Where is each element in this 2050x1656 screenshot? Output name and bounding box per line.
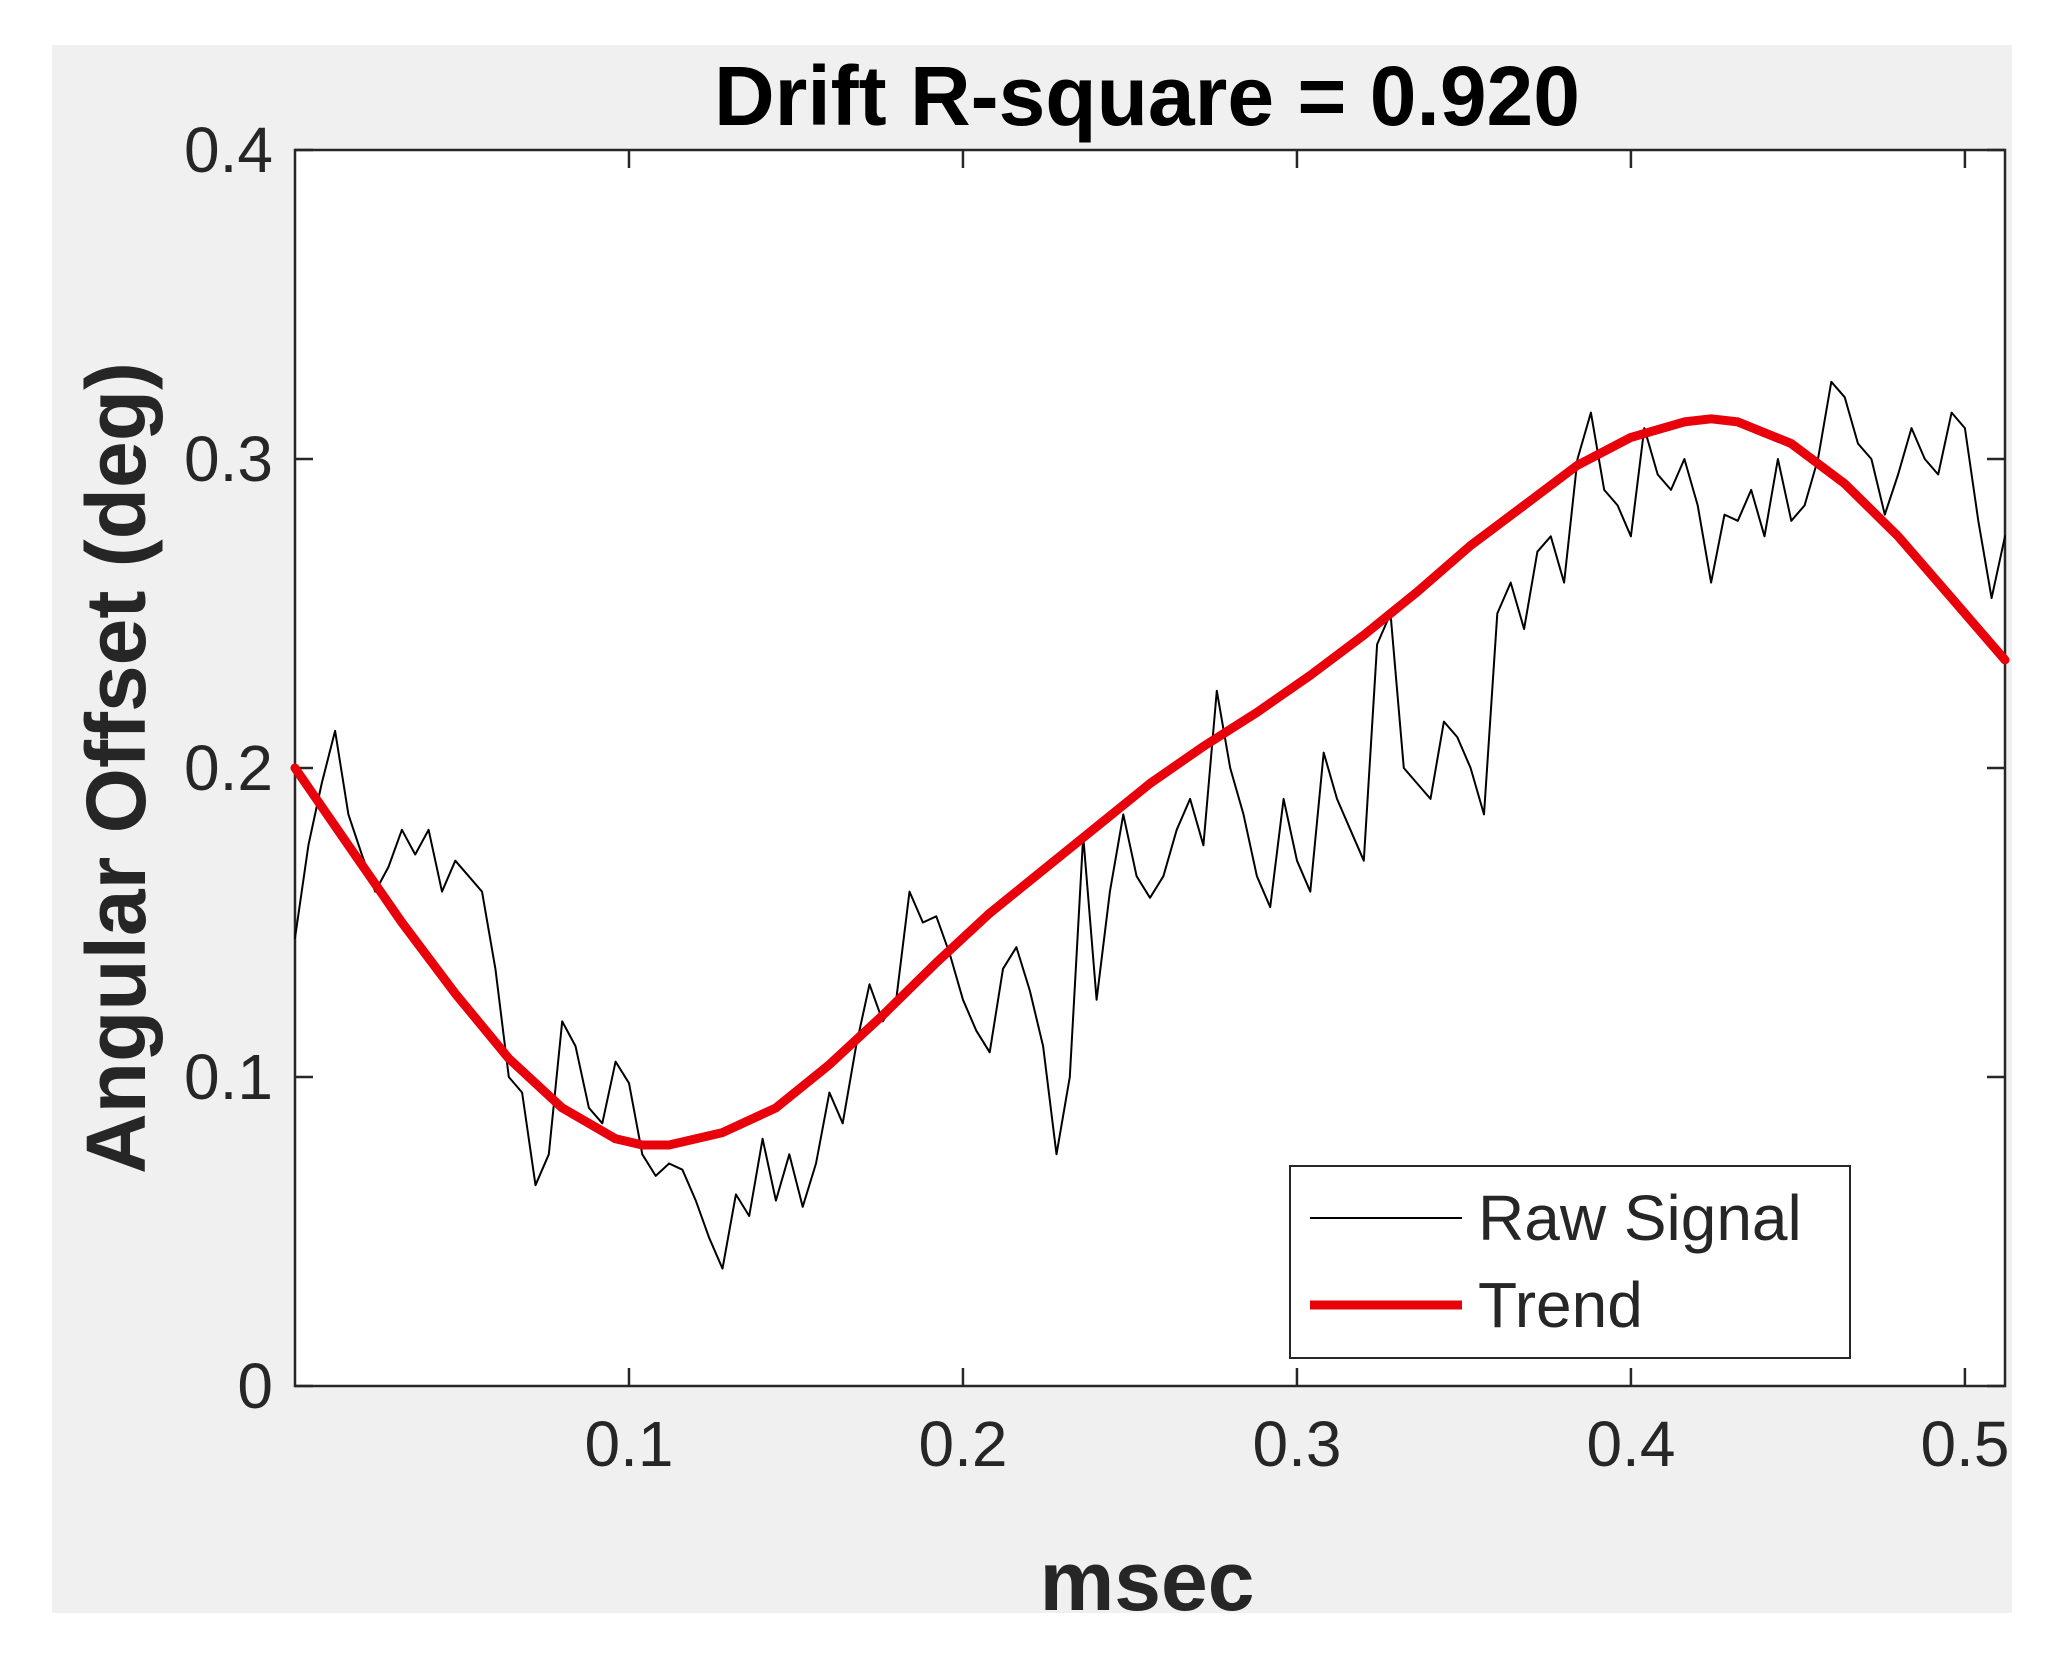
y-axis-label: Angular Offset (deg): [69, 362, 163, 1174]
legend-label-trend: Trend: [1478, 1269, 1643, 1341]
y-tick-label: 0.2: [184, 732, 273, 804]
y-tick-label: 0: [237, 1350, 273, 1422]
y-tick-label: 0.3: [184, 423, 273, 495]
axis-ticks: 0.1 0.2 0.3 0.4 0.5 0 0.1 0.2 0.3 0.4: [184, 114, 2009, 1480]
chart-title: Drift R-square = 0.920: [714, 49, 1580, 143]
series-line-trend: [290, 414, 2010, 1150]
x-tick-label: 0.2: [918, 1408, 1007, 1480]
x-tick-label: 0.1: [585, 1408, 674, 1480]
x-tick-label: 0.3: [1252, 1408, 1341, 1480]
legend-box: [1289, 1165, 1851, 1359]
x-axis-label: msec: [1040, 1534, 1255, 1628]
y-tick-label: 0.4: [184, 114, 273, 186]
x-tick-label: 0.5: [1920, 1408, 2009, 1480]
x-tick-label: 0.4: [1586, 1408, 1675, 1480]
series-layer: [290, 380, 2010, 1270]
legend: Raw Signal Trend: [1289, 1165, 1851, 1359]
y-tick-label: 0.1: [184, 1041, 273, 1113]
legend-label-raw-signal: Raw Signal: [1478, 1182, 1802, 1254]
series-line-raw-signal: [294, 380, 2006, 1270]
